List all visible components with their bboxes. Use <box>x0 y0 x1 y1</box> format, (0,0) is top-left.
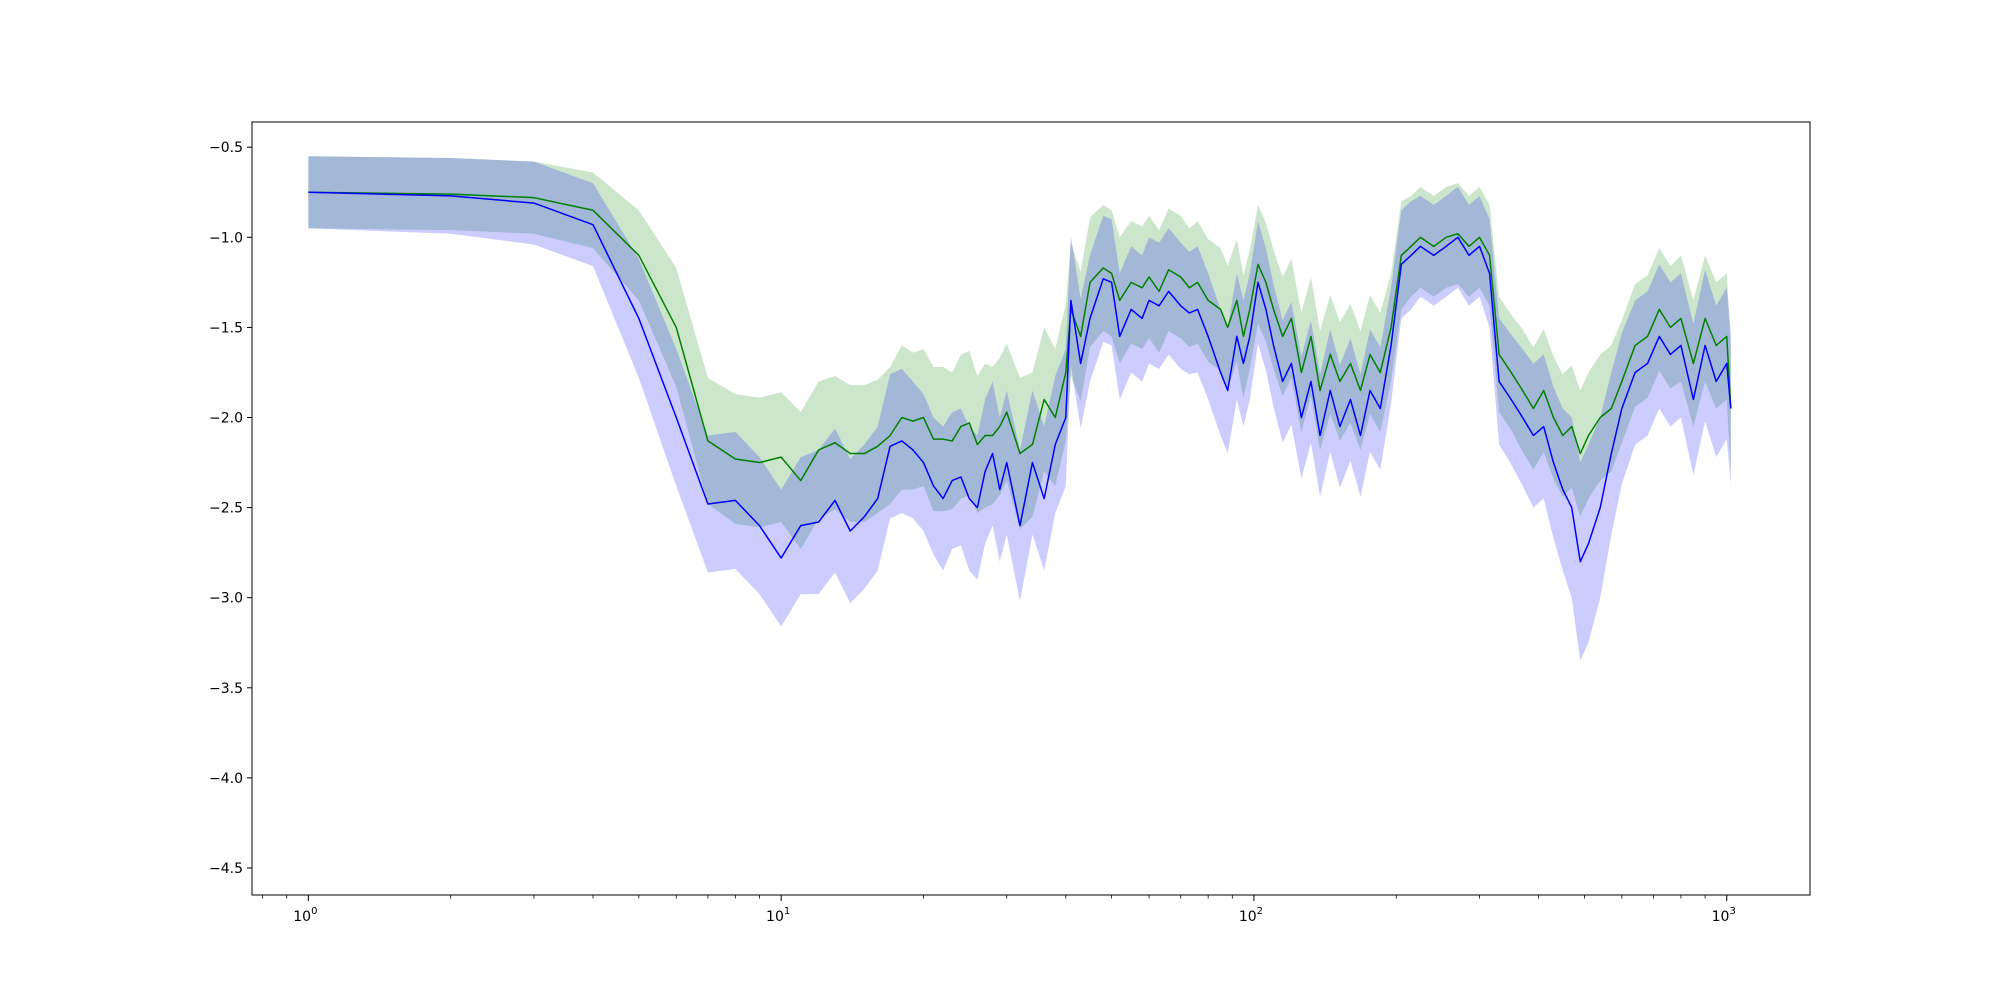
y-tick-label: −4.0 <box>209 771 243 787</box>
y-tick-label: −3.0 <box>209 591 243 607</box>
y-tick-label: −4.5 <box>209 861 243 877</box>
x-tick-label: 103 <box>1712 906 1736 925</box>
y-tick-label: −3.5 <box>209 681 243 697</box>
axes: −0.5 −1.0 −1.5 −2.0 −2.5 −3.0 −3.5 −4.0 −4.5 100 1… <box>209 121 1811 925</box>
x-tick-label: 102 <box>1239 906 1263 925</box>
series-1-line <box>308 191 1732 482</box>
y-tick-label: −1.0 <box>209 230 243 246</box>
y-tick-label: −0.5 <box>209 140 243 156</box>
series-2-band <box>308 156 1731 661</box>
series-1-band <box>308 156 1731 550</box>
y-tick-label: −1.5 <box>209 320 243 336</box>
y-tick-label: −2.0 <box>209 411 243 427</box>
confidence-bands <box>308 156 1731 661</box>
x-tick-label: 100 <box>293 906 317 925</box>
y-tick-label: −2.5 <box>209 501 243 517</box>
series-lines <box>308 191 1732 563</box>
x-tick-label: 101 <box>766 906 790 925</box>
series-2-line <box>308 191 1732 563</box>
plot-frame <box>251 121 1811 896</box>
